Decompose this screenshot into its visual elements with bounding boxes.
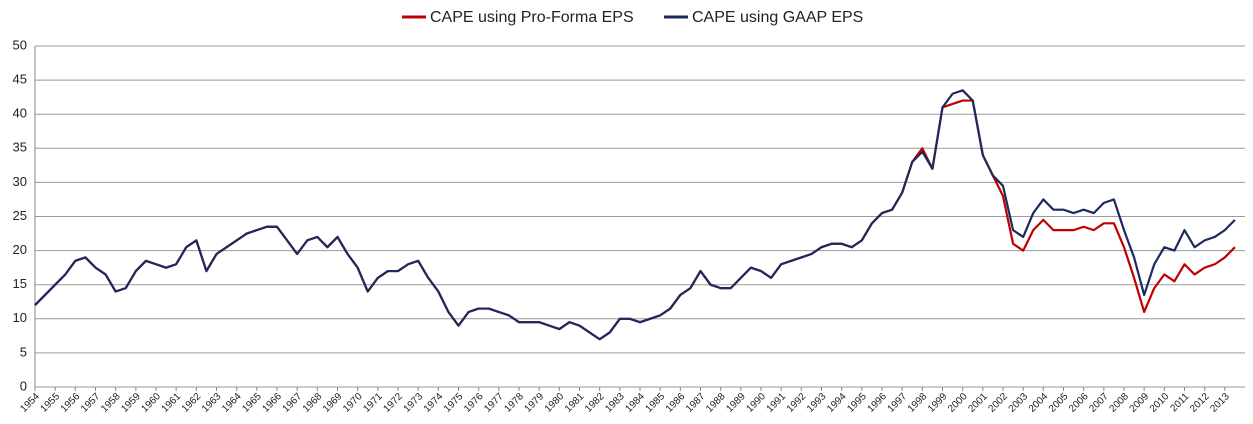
x-tick-label: 1966: [260, 391, 284, 415]
series-line: [34, 99, 1236, 341]
x-tick-label: 1975: [442, 391, 466, 415]
x-tick-label: 1998: [906, 391, 930, 415]
x-tick-label: 1984: [623, 391, 647, 415]
x-tick-label: 1985: [644, 391, 668, 415]
x-tick-label: 1968: [301, 391, 325, 415]
y-tick-label: 5: [20, 344, 27, 359]
legend-label: CAPE using Pro-Forma EPS: [430, 9, 634, 26]
x-tick-label: 1989: [724, 391, 748, 415]
x-tick-label: 1982: [583, 391, 607, 415]
y-tick-label: 20: [13, 242, 27, 257]
legend-label: CAPE using GAAP EPS: [692, 9, 863, 26]
x-tick-label: 1994: [825, 391, 849, 415]
x-tick-label: 1978: [502, 391, 526, 415]
x-tick-label: 1979: [523, 391, 547, 415]
x-tick-label: 2002: [986, 391, 1010, 415]
x-tick-label: 1991: [765, 391, 789, 415]
x-tick-label: 2005: [1047, 391, 1071, 415]
x-tick-label: 1980: [543, 391, 567, 415]
x-tick-label: 1977: [482, 391, 506, 415]
x-tick-label: 1996: [865, 391, 889, 415]
x-tick-label: 1973: [402, 391, 426, 415]
x-tick-label: 1995: [845, 391, 869, 415]
x-tick-label: 2013: [1208, 391, 1232, 415]
series-line: [34, 89, 1236, 341]
y-tick-label: 0: [20, 378, 27, 393]
x-tick-label: 1999: [926, 391, 950, 415]
x-tick-label: 2001: [966, 391, 990, 415]
x-tick-label: 1955: [39, 391, 63, 415]
x-tick-label: 1981: [563, 391, 587, 415]
x-tick-label: 1972: [381, 391, 405, 415]
x-tick-label: 1957: [79, 391, 103, 415]
x-tick-label: 2006: [1067, 391, 1091, 415]
y-tick-label: 15: [13, 276, 27, 291]
x-tick-label: 1961: [160, 391, 184, 415]
y-tick-label: 25: [13, 208, 27, 223]
x-tick-label: 2008: [1107, 391, 1131, 415]
x-tick-label: 1964: [220, 391, 244, 415]
x-tick-label: 1992: [785, 391, 809, 415]
x-tick-label: 1988: [704, 391, 728, 415]
x-tick-label: 2010: [1148, 391, 1172, 415]
y-tick-label: 30: [13, 174, 27, 189]
x-tick-label: 1958: [99, 391, 123, 415]
x-tick-label: 1956: [59, 391, 83, 415]
x-tick-label: 1963: [200, 391, 224, 415]
x-tick-label: 1983: [603, 391, 627, 415]
x-tick-label: 1965: [240, 391, 264, 415]
x-tick-label: 1960: [139, 391, 163, 415]
x-tick-label: 2011: [1168, 391, 1191, 414]
x-tick-label: 2004: [1027, 391, 1051, 415]
x-tick-label: 1976: [462, 391, 486, 415]
x-tick-label: 2009: [1128, 391, 1152, 415]
x-tick-label: 1969: [321, 391, 345, 415]
x-tick-label: 1986: [664, 391, 688, 415]
x-tick-label: 2012: [1188, 391, 1212, 415]
y-tick-label: 40: [13, 106, 27, 121]
y-tick-label: 50: [13, 37, 27, 52]
x-tick-label: 2003: [1007, 391, 1031, 415]
x-tick-label: 1970: [341, 391, 365, 415]
x-tick-label: 1959: [119, 391, 143, 415]
x-tick-label: 1962: [180, 391, 204, 415]
x-tick-label: 1967: [281, 391, 305, 415]
y-tick-label: 35: [13, 140, 27, 155]
x-tick-label: 2000: [946, 391, 970, 415]
x-tick-label: 1997: [886, 391, 910, 415]
x-tick-label: 1971: [361, 391, 385, 415]
y-tick-label: 10: [13, 310, 27, 325]
x-tick-label: 1990: [744, 391, 768, 415]
y-tick-label: 45: [13, 72, 27, 87]
x-tick-label: 1993: [805, 391, 829, 415]
x-tick-label: 1974: [422, 391, 446, 415]
x-tick-label: 1987: [684, 391, 708, 415]
x-tick-label: 2007: [1087, 391, 1111, 415]
x-tick-label: 1954: [18, 391, 42, 415]
